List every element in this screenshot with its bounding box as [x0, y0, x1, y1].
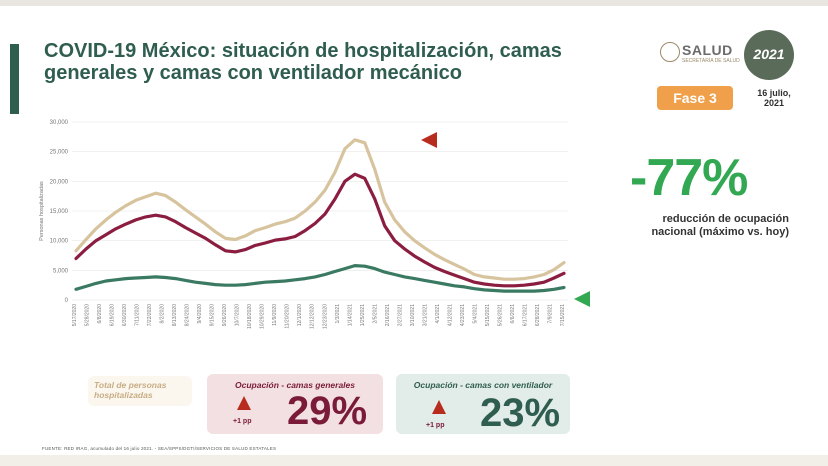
accent-bar — [10, 44, 19, 114]
card-total: Total de personas hospitalizadas — [88, 376, 192, 406]
kpi-value: -77% — [630, 149, 748, 207]
card-ventilator-change: +1 pp — [426, 422, 445, 429]
x-tick-label: 5/28/2020 — [85, 304, 91, 326]
salud-logo: SALUD SECRETARÍA DE SALUD — [660, 40, 740, 64]
y-tick-label: 5,000 — [53, 268, 69, 274]
salud-subtitle: SECRETARÍA DE SALUD — [682, 58, 740, 64]
peak-marker-icon — [421, 132, 437, 148]
kpi-note-line-1: reducción de ocupación — [662, 213, 789, 225]
card-total-label-line-2: hospitalizadas — [94, 390, 153, 400]
x-tick-label: 2/27/2021 — [397, 304, 403, 326]
x-tick-label: 10/18/2020 — [247, 304, 253, 329]
y-tick-label: 10,000 — [50, 239, 69, 245]
card-ventilator: Ocupación - camas con ventilador +1 pp 2… — [396, 374, 570, 434]
y-tick-label: 30,000 — [50, 120, 69, 126]
x-tick-label: 6/19/2020 — [110, 304, 116, 326]
x-tick-label: 6/17/2021 — [522, 304, 528, 326]
title-line-2: generales y camas con ventilador mecánic… — [44, 62, 462, 84]
x-tick-label: 12/1/2020 — [297, 304, 303, 326]
salud-name: SALUD — [682, 42, 733, 58]
x-tick-label: 7/9/2021 — [547, 304, 553, 324]
bottom-band — [0, 455, 828, 466]
y-tick-label: 25,000 — [50, 150, 69, 156]
x-tick-label: 7/22/2020 — [147, 304, 153, 326]
seal-icon — [660, 42, 680, 62]
x-tick-label: 12/23/2020 — [322, 304, 328, 329]
x-tick-label: 11/20/2020 — [285, 304, 291, 329]
x-tick-label: 7/11/2020 — [135, 304, 141, 326]
x-tick-label: 5/26/2021 — [497, 304, 503, 326]
up-arrow-icon — [432, 400, 446, 414]
x-tick-label: 1/14/2021 — [347, 304, 353, 326]
title-line-1: COVID-19 México: situación de hospitaliz… — [44, 40, 562, 62]
x-tick-label: 10/7/2020 — [235, 304, 241, 326]
year-logo-text: 2021 — [753, 46, 785, 62]
x-tick-label: 9/15/2020 — [210, 304, 216, 326]
card-general: Ocupación - camas generales +1 pp 29% — [207, 374, 383, 434]
current-marker-icon — [574, 291, 590, 307]
x-tick-label: 1/3/2021 — [335, 304, 341, 324]
y-axis-label: Personas hospitalizadas — [39, 181, 45, 241]
source-note: FUENTE: RED IRAG, acumulado del 16 julio… — [42, 446, 277, 451]
x-tick-label: 2/5/2021 — [372, 304, 378, 324]
x-tick-label: 3/21/2021 — [422, 304, 428, 326]
x-tick-label: 4/1/2021 — [435, 304, 441, 324]
x-tick-label: 8/2/2020 — [160, 304, 166, 324]
x-tick-label: 4/12/2021 — [447, 304, 453, 326]
card-ventilator-value: 23% — [480, 391, 561, 435]
x-tick-label: 10/29/2020 — [260, 304, 266, 329]
x-tick-label: 1/25/2021 — [360, 304, 366, 326]
x-tick-label: 3/10/2021 — [410, 304, 416, 326]
x-tick-label: 5/4/2021 — [472, 304, 478, 324]
top-band — [0, 0, 828, 6]
report-date-line-2: 2021 — [763, 98, 785, 108]
x-tick-label: 7/15/2021 — [560, 304, 566, 326]
card-total-label: Total de personas hospitalizadas — [94, 380, 190, 400]
report-date-line-1: 16 julio, — [757, 88, 791, 98]
up-arrow-icon — [237, 396, 251, 410]
fase-badge: Fase 3 — [657, 86, 733, 110]
series-line-ventilator — [74, 264, 566, 293]
year-logo: 2021 — [744, 30, 794, 80]
x-tick-label: 6/30/2020 — [122, 304, 128, 326]
x-tick-label: 9/26/2020 — [222, 304, 228, 326]
kpi-note-line-2: nacional (máximo vs. hoy) — [651, 226, 789, 238]
card-total-label-line-1: Total de personas — [94, 380, 167, 390]
y-tick-label: 0 — [65, 298, 69, 304]
series-line-total — [74, 138, 566, 281]
x-tick-label: 6/8/2020 — [97, 304, 103, 324]
card-ventilator-label: Ocupación - camas con ventilador — [413, 380, 553, 390]
x-tick-label: 6/6/2021 — [510, 304, 516, 324]
x-tick-label: 8/13/2020 — [172, 304, 178, 326]
card-general-value: 29% — [287, 389, 368, 433]
series-line-general — [74, 172, 566, 288]
card-general-label: Ocupación - camas generales — [235, 380, 355, 390]
x-tick-label: 8/24/2020 — [185, 304, 191, 326]
x-tick-label: 4/23/2021 — [460, 304, 466, 326]
report-date: 16 julio, 2021 — [744, 88, 804, 108]
x-tick-label: 6/28/2021 — [535, 304, 541, 326]
x-tick-label: 11/9/2020 — [272, 304, 278, 326]
x-tick-label: 2/16/2021 — [385, 304, 391, 326]
page-title: COVID-19 México: situación de hospitaliz… — [44, 40, 604, 84]
hospitalization-chart: 0 5,000 10,000 15,000 20,000 25,000 30,000 Pers… — [39, 120, 590, 329]
x-tick-label: 5/15/2021 — [485, 304, 491, 326]
kpi-note: reducción de ocupación nacional (máximo … — [625, 213, 789, 239]
x-tick-label: 12/12/2020 — [310, 304, 316, 329]
y-tick-label: 20,000 — [50, 179, 69, 185]
x-tick-label: 5/17/2020 — [72, 304, 78, 326]
y-tick-label: 15,000 — [50, 209, 69, 215]
card-general-change: +1 pp — [233, 418, 252, 425]
x-tick-label: 9/4/2020 — [197, 304, 203, 324]
